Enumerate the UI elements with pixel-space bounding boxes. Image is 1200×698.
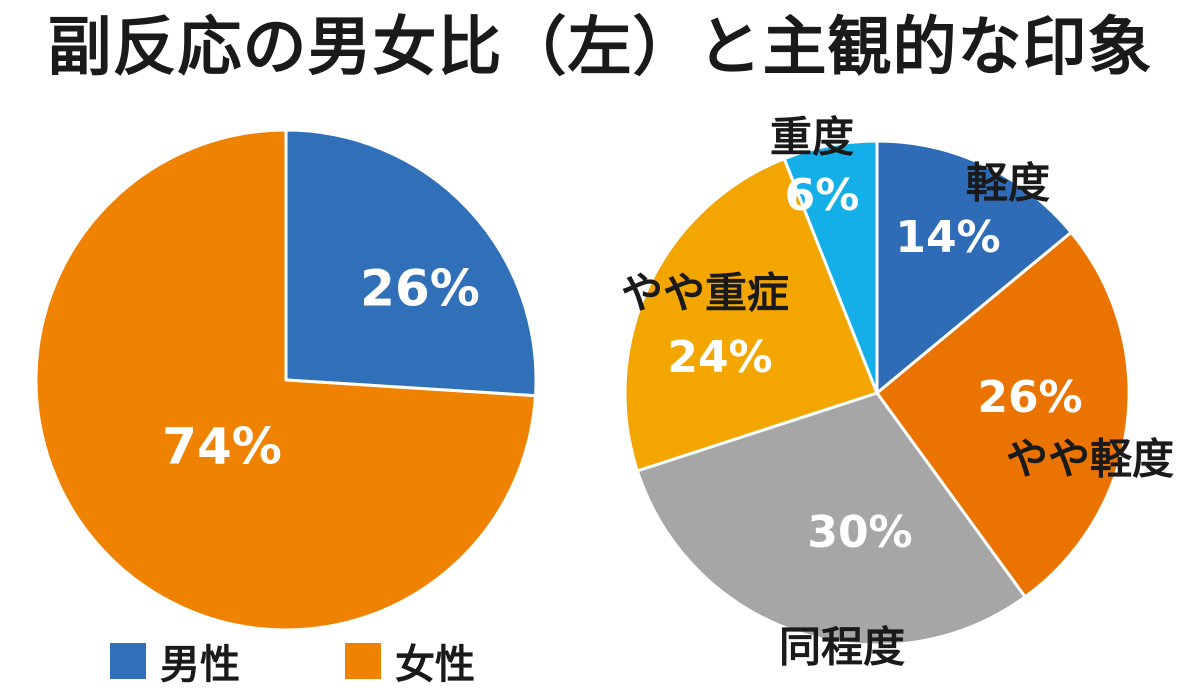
legend-label-female: 女性 — [395, 642, 475, 688]
legend-item-female: 女性 — [345, 636, 475, 688]
pie2-pct-label-1: 26% — [977, 372, 1082, 423]
pie2-slice-1 — [875, 230, 1131, 599]
pie2-pct-label-2: 30% — [807, 507, 912, 558]
pie2-pct-label-3: 24% — [667, 332, 772, 383]
legend-swatch-male — [110, 643, 146, 679]
legend-swatch-female — [345, 643, 381, 679]
pie2-name-label-3: やや重症 — [621, 269, 789, 318]
pie2-name-label-4: 重度 — [770, 113, 854, 162]
pie1-slice-0 — [284, 128, 538, 398]
pie2-pct-label-4: 6% — [785, 170, 860, 221]
pie2-pct-label-0: 14% — [895, 212, 1000, 263]
pie2-name-label-0: 軽度 — [966, 159, 1050, 208]
chart-title: 副反応の男女比（左）と主観的な印象 — [47, 11, 1153, 85]
pie1-pct-label-1: 74% — [162, 418, 282, 476]
pie2-slice-2 — [635, 391, 1027, 647]
legend-label-male: 男性 — [160, 642, 240, 688]
legend-item-male: 男性 — [110, 636, 240, 688]
pie2-name-label-1: やや軽度 — [1006, 435, 1174, 484]
pie1-slice-1 — [34, 128, 538, 632]
pie2-slice-4 — [782, 139, 879, 395]
pie2-slice-0 — [875, 139, 1073, 395]
pie1-pct-label-0: 26% — [360, 260, 480, 318]
pie2-name-label-2: 同程度 — [779, 623, 905, 672]
